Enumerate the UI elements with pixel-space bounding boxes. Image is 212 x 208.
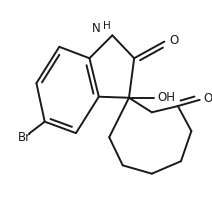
Text: N: N	[92, 22, 101, 35]
Text: O: O	[204, 92, 212, 105]
Text: O: O	[170, 34, 179, 47]
Text: OH: OH	[157, 91, 175, 104]
Text: H: H	[103, 21, 110, 31]
Text: Br: Br	[18, 131, 31, 144]
